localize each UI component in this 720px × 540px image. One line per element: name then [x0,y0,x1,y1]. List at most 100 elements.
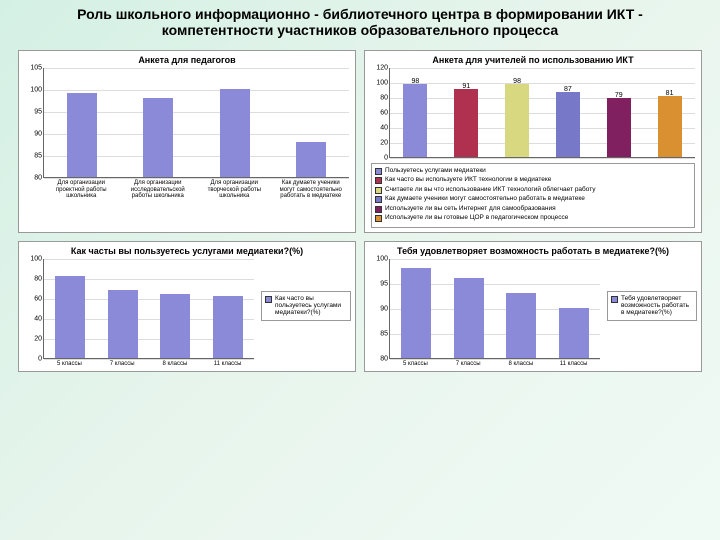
legend-text: Используете ли вы сеть Интернет для само… [385,205,556,213]
xlabel: 11 классы [547,361,600,368]
ytick: 80 [34,275,44,282]
chart-2-title: Анкета для учителей по использованию ИКТ [371,55,695,65]
chart-3-xlabels: 5 классы7 классы8 классы11 классы [43,361,254,368]
bar [401,268,431,358]
ytick: 80 [34,175,44,182]
ytick: 40 [380,125,390,132]
legend-item: Используете ли вы сеть Интернет для само… [375,205,691,213]
chart-4: Тебя удовлетворяет возможность работать … [364,241,702,373]
chart-2-plot: 020406080100120989198877981 [389,68,695,158]
ytick: 85 [380,330,390,337]
chart-2: Анкета для учителей по использованию ИКТ… [364,50,702,233]
legend-swatch [375,187,382,194]
legend-item: Считаете ли вы что использование ИКТ тех… [375,186,691,194]
bar [454,89,478,157]
chart-1-plot: 80859095100105 [43,68,349,178]
chart-3-plot: 020406080100 [43,259,254,359]
xlabel: Для организации творческой работы школьн… [196,180,273,200]
page-title: Роль школьного информационно - библиотеч… [0,0,720,42]
bar [296,142,326,177]
chart-1: Анкета для педагогов 80859095100105 Для … [18,50,356,233]
ytick: 100 [376,80,390,87]
gridline [44,178,349,179]
bar [220,89,250,177]
chart-4-plot: 80859095100 [389,259,600,359]
gridline [390,158,695,159]
legend-item: Используете ли вы готовые ЦОР в педагоги… [375,214,691,222]
bar [658,96,682,157]
xlabel: 5 классы [43,361,96,368]
chart-4-title: Тебя удовлетворяет возможность работать … [371,246,695,256]
legend-swatch [611,296,618,303]
xlabel: 8 классы [495,361,548,368]
bar [403,84,427,158]
bars [44,259,254,358]
bar [454,278,484,358]
xlabel: 5 классы [389,361,442,368]
ytick: 100 [30,87,44,94]
legend-item: Как часто вы пользуетесь услугами медиат… [265,295,347,316]
gridline [390,359,600,360]
chart-3-title: Как часты вы пользуетесь услугами медиат… [25,246,349,256]
ytick: 60 [380,110,390,117]
xlabel: 7 классы [442,361,495,368]
ytick: 80 [380,355,390,362]
ytick: 90 [380,305,390,312]
bar [559,308,589,358]
ytick: 20 [34,335,44,342]
bar [607,98,631,157]
bar [505,84,529,158]
bar [108,290,138,358]
legend-item: Пользуетесь услугами медиатеки [375,167,691,175]
xlabel: 7 классы [96,361,149,368]
legend-text: Используете ли вы готовые ЦОР в педагоги… [385,214,568,222]
legend-swatch [375,206,382,213]
legend-swatch [375,177,382,184]
chart-3: Как часты вы пользуетесь услугами медиат… [18,241,356,373]
bar [55,276,85,358]
legend-swatch [375,168,382,175]
legend-swatch [265,296,272,303]
ytick: 95 [34,109,44,116]
legend-text: Как думаете ученики могут самостоятельно… [385,195,585,203]
chart-1-xlabels: Для организации проектной работы школьни… [43,180,349,200]
chart-2-legend: Пользуетесь услугами медиатекиКак часто … [371,163,695,228]
ytick: 120 [376,65,390,72]
bar [506,293,536,358]
bars [390,259,600,358]
legend-swatch [375,196,382,203]
gridline [44,359,254,360]
bar [143,98,173,177]
chart-1-title: Анкета для педагогов [25,55,349,65]
legend-text: Как часто вы пользуетесь услугами медиат… [275,295,347,316]
ytick: 85 [34,153,44,160]
bar [160,294,190,358]
ytick: 105 [30,65,44,72]
chart-4-xlabels: 5 классы7 классы8 классы11 классы [389,361,600,368]
bars [44,68,349,177]
ytick: 80 [380,95,390,102]
legend-text: Как часто вы используете ИКТ технологии … [385,176,551,184]
ytick: 95 [380,280,390,287]
xlabel: Как думаете ученики могут самостоятельно… [273,180,350,200]
ytick: 100 [30,255,44,262]
ytick: 40 [34,315,44,322]
legend-item: Тебя удовлетворяет возможность работать … [611,295,693,316]
ytick: 100 [376,255,390,262]
ytick: 90 [34,131,44,138]
chart-grid: Анкета для педагогов 80859095100105 Для … [0,42,720,380]
ytick: 60 [34,295,44,302]
bar [67,93,97,177]
legend-item: Как думаете ученики могут самостоятельно… [375,195,691,203]
ytick: 20 [380,140,390,147]
xlabel: 11 классы [201,361,254,368]
xlabel: Для организации проектной работы школьни… [43,180,120,200]
legend-item: Как часто вы используете ИКТ технологии … [375,176,691,184]
xlabel: 8 классы [149,361,202,368]
legend-text: Тебя удовлетворяет возможность работать … [621,295,693,316]
bar [213,296,243,358]
xlabel: Для организации исследовательской работы… [120,180,197,200]
legend-text: Считаете ли вы что использование ИКТ тех… [385,186,596,194]
bars [390,68,695,157]
bar [556,92,580,157]
